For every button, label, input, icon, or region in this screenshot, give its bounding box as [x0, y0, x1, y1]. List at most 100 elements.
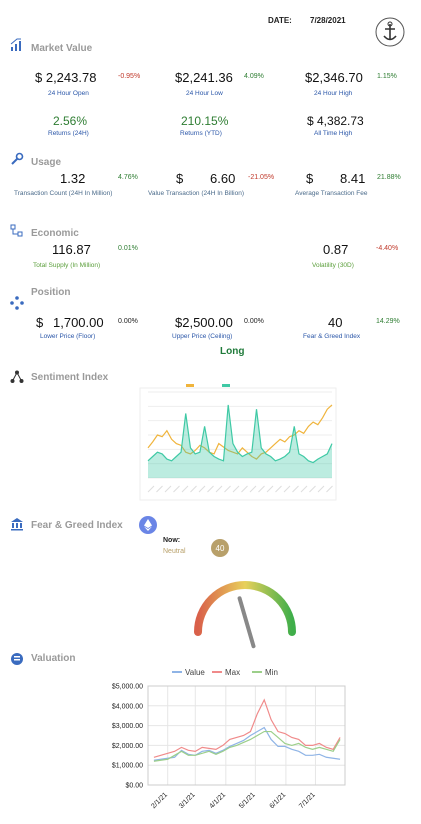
- legend-label: Value: [185, 668, 205, 677]
- metric-value: $2,241.36: [175, 70, 233, 85]
- metric-label: 24 Hour High: [314, 90, 353, 97]
- metric-label: Fear & Greed Index: [303, 333, 361, 340]
- metric-change: -4.40%: [376, 245, 399, 252]
- metric-label: 24 Hour Open: [48, 90, 89, 97]
- x-tick-label: 4/1/21: [209, 791, 228, 810]
- date-label: DATE:: [268, 16, 292, 25]
- x-tick-decoration: [224, 485, 231, 493]
- metric-label: Returns (YTD): [180, 130, 222, 137]
- metric-value: 2.56%: [53, 114, 88, 128]
- metric-change: 4.76%: [118, 174, 138, 181]
- metric-label: Average Transaction Fee: [295, 190, 368, 197]
- metric-label: All Time High: [314, 130, 353, 137]
- section-icon: [11, 152, 24, 165]
- metric-change: 0.00%: [244, 318, 264, 325]
- metric-change: -21.05%: [248, 174, 275, 181]
- y-tick-label: $2,000.00: [112, 743, 143, 750]
- metric-label: Transaction Count (24H In Million): [14, 190, 113, 197]
- needle: [237, 596, 256, 649]
- y-tick-label: $4,000.00: [112, 703, 143, 710]
- y-tick-label: $3,000.00: [112, 723, 143, 730]
- metric-value: 1,700.00: [53, 315, 104, 330]
- metric-label: Volatility (30D): [312, 262, 354, 269]
- metric-label: Upper Price (Ceiling): [172, 333, 233, 340]
- metric-value: $2,500.00: [175, 315, 233, 330]
- metric-value: 40: [328, 315, 343, 330]
- metric-change: 4.09%: [244, 73, 264, 80]
- section-icon: [11, 653, 23, 665]
- x-tick-decoration: [173, 485, 180, 493]
- legend-label: Max: [225, 668, 240, 677]
- metric-label: 24 Hour Low: [186, 90, 223, 97]
- section-icon: [11, 518, 23, 531]
- x-tick-decoration: [147, 485, 155, 493]
- area: [148, 404, 332, 478]
- date: 7/28/2021: [310, 16, 346, 25]
- section-icon: [10, 296, 24, 310]
- x-tick-decoration: [326, 485, 333, 493]
- x-tick-decoration: [283, 485, 291, 493]
- now-label: Now:: [163, 537, 181, 544]
- x-tick-decoration: [249, 485, 257, 493]
- badge: [211, 539, 229, 557]
- x-tick-decoration: [300, 485, 308, 493]
- x-tick-decoration: [207, 485, 214, 493]
- badge-value: 40: [216, 544, 225, 553]
- y-tick-label: $1,000.00: [112, 763, 143, 770]
- x-tick-decoration: [292, 485, 299, 493]
- x-tick-decoration: [164, 485, 172, 493]
- eth-icon: [139, 516, 157, 534]
- metric-value: 0.87: [323, 242, 349, 257]
- metric-change: 1.15%: [377, 73, 397, 80]
- plot-frame: [147, 685, 346, 786]
- metric-change: -0.95%: [118, 73, 141, 80]
- chart-frame: [139, 387, 337, 501]
- line: [147, 404, 333, 464]
- metric-value: 210.15%: [181, 114, 229, 128]
- section-title: Valuation: [31, 653, 76, 664]
- currency: $: [36, 315, 44, 330]
- metric-change: 0.01%: [118, 245, 138, 252]
- y-tick-label: $5,000.00: [112, 684, 143, 691]
- x-tick-decoration: [232, 485, 240, 493]
- currency: $: [176, 171, 184, 186]
- section-title: Sentiment Index: [31, 372, 109, 383]
- legend-swatch: [186, 384, 194, 387]
- gauge-arc: [194, 581, 296, 636]
- metric-label: Value Transaction (24H In Billion): [148, 190, 244, 197]
- section-title: Usage: [31, 157, 62, 168]
- metric-value: $ 2,243.78: [35, 70, 97, 85]
- metric-value: 116.87: [52, 242, 91, 257]
- x-tick-decoration: [241, 485, 248, 493]
- x-tick-decoration: [266, 485, 274, 493]
- metric-value: $ 4,382.73: [307, 114, 364, 128]
- section-title: Economic: [31, 228, 79, 239]
- section-icon: [10, 370, 24, 383]
- metric-value: 8.41: [340, 171, 366, 186]
- metric-label: Returns (24H): [48, 130, 89, 137]
- logo: [375, 17, 405, 47]
- metric-label: Total Supply (In Million): [33, 262, 101, 269]
- metric-value: 6.60: [210, 171, 236, 186]
- legend-swatch: [222, 384, 230, 387]
- x-tick-label: 7/1/21: [298, 791, 317, 810]
- x-tick-label: 6/1/21: [269, 791, 288, 810]
- position-signal: Long: [220, 346, 245, 357]
- section-title: Position: [31, 287, 71, 298]
- x-tick-decoration: [275, 485, 282, 493]
- section-title: Fear & Greed Index: [31, 520, 123, 531]
- line: [153, 698, 341, 758]
- legend-label: Min: [265, 668, 278, 677]
- section-icon: [10, 224, 23, 237]
- section-icon: [10, 38, 21, 51]
- x-tick-decoration: [317, 485, 325, 493]
- line: [147, 404, 333, 460]
- metric-value: 1.32: [60, 171, 86, 186]
- line: [153, 730, 341, 762]
- status: Neutral: [163, 548, 186, 555]
- metric-value: $2,346.70: [305, 70, 363, 85]
